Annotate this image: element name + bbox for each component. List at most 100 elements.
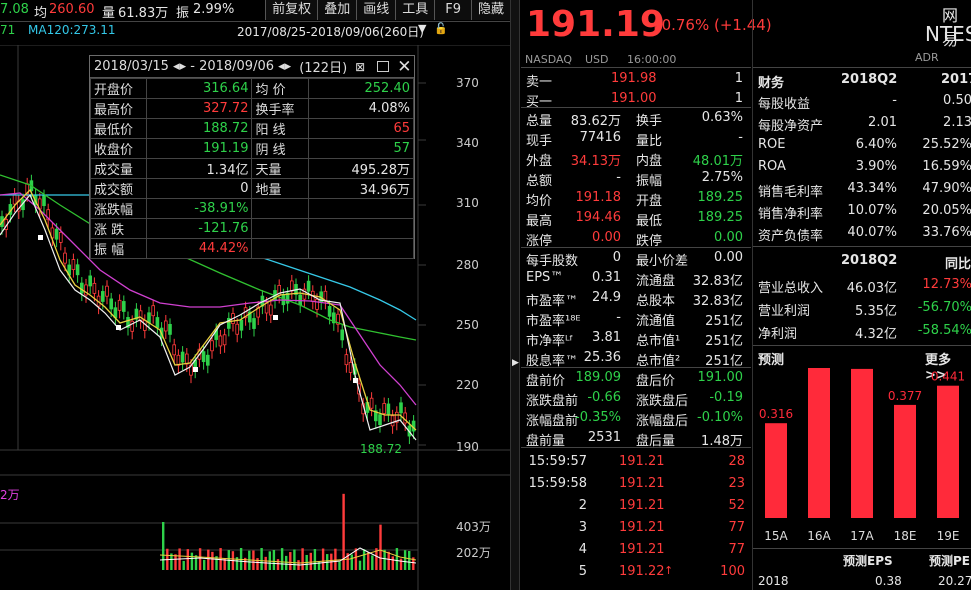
restore-icon[interactable] [377,61,390,72]
popup-value: 191.19 [146,138,253,159]
finance-label: ROA [758,159,786,174]
price-change: +0.76% (+1.44) [649,16,772,34]
adr-label: ADR [915,51,939,64]
popup-value: 1.34亿 [146,158,253,179]
candle-body [168,323,172,335]
candle-body [369,397,374,409]
adjust-price-button[interactable]: 前复权 [265,0,318,20]
popup-label: 涨 跌 [89,218,148,239]
volume-bar [375,548,378,570]
finance-label: 资产负债率 [758,229,824,244]
stat-value: 24.9 [592,290,621,305]
ma-indicator-line: 71 MA120:273.11 2017/08/25-2018/09/06(26… [0,22,510,39]
candle-body [344,354,349,366]
tick-time: 15:59:58 [528,476,587,491]
forecast-pe: 20.27 [938,574,971,588]
stat-value-2: 0.63% [701,110,743,125]
stat-row: 盘前量 2531 盘后量 1.48万 [521,428,749,449]
eps-category-label: 17A [850,529,874,543]
popup-label: 阴 线 [251,138,309,159]
popup-value: 252.40 [307,78,415,99]
ma-yellow-line [0,188,417,431]
close-icon[interactable]: ✕ [397,56,412,77]
finance-value-prev: 20.05% [922,203,971,218]
draw-line-button[interactable]: 画线 [356,0,396,20]
hide-button[interactable]: 隐藏 [470,0,510,20]
candle-body [109,298,114,310]
overlay-button[interactable]: 叠加 [317,0,357,20]
volume-bar [198,548,202,570]
candle-body [151,305,156,317]
tick-time: 15:59:57 [528,454,587,469]
forecast-more-link[interactable]: 更多>> [925,353,952,383]
finance-header-label: 财务 [758,76,785,91]
finance-row: 每股净资产 2.01 2.13 [753,112,971,134]
candle-body [134,308,139,320]
candle-body [289,280,294,292]
candle-body [378,414,382,426]
stat-label: 涨跌盘前 [526,394,579,409]
lock-icon[interactable]: 🔓 [434,22,448,35]
eps-bar [808,368,830,518]
avg-label: 均 [34,6,48,21]
popup-value: 495.28万 [307,158,415,179]
popup-row: 成交量 1.34亿 天量 495.28万 [89,158,415,179]
popup-date-range[interactable]: 2018/03/15 ◂▸ - 2018/09/06 ◂▸ [94,59,292,74]
ticker: NTES [925,22,971,46]
tick-row: 15:59:58 191.21 23 [521,474,749,496]
finance-value: 40.07% [847,225,897,240]
open-value-fragment: 7.08 [0,2,29,17]
candle-body [130,320,135,332]
finance-yoy: -58.54% [917,323,971,338]
popup-days: (122日) [299,61,348,76]
stat-label: 市盈率™ [526,294,579,309]
book-price: 191.98 [611,71,657,86]
candle-body [285,292,290,304]
stat-label: 均价 [526,194,553,209]
popup-row: 涨 跌 -121.76 [89,218,415,239]
popup-row: 涨跌幅 -38.91% [89,198,415,219]
popup-value: -38.91% [146,198,253,219]
event-marker [273,315,278,320]
export-icon[interactable]: ⊠ [355,59,366,74]
candle-body [382,403,386,414]
panel-splitter[interactable]: ▶ [510,0,520,590]
finance-header2-q2: 2018Q2 [841,253,898,268]
candle-body [155,317,160,328]
candle-body [331,312,336,324]
stat-row: 总量 83.62万 换手 0.63% [521,108,749,129]
candle-body [54,228,59,240]
stat-value: - [616,310,621,325]
candle-body [327,305,332,317]
f9-button[interactable]: F9 [434,0,471,20]
candle-body [239,319,244,331]
eps-bar [894,404,916,518]
expand-arrow-icon[interactable]: ▶ [512,358,519,368]
tools-button[interactable]: 工具 [395,0,435,20]
volume-bar [387,551,390,570]
finance-row: 资产负债率 40.07% 33.76% [753,222,971,244]
stat-label-2: 量比 [636,134,663,149]
finance-value: 43.34% [847,181,897,196]
candle-body [75,264,80,276]
currency: USD [585,53,609,66]
stat-value: -0.35% [575,410,621,425]
finance-value: 46.03亿 [846,281,897,296]
candle-body [226,317,231,329]
tick-time: 5 [578,564,587,579]
volume-bar [391,556,394,570]
price-tick-250: 250 [456,318,479,332]
stat-value: 189.09 [575,370,622,385]
candle-body [122,301,126,312]
candle-body [80,282,84,294]
finance-row: ROA 3.90% 16.59% [753,156,971,178]
kline-chart[interactable] [0,45,510,590]
stat-row: 市盈率™ 24.9 总股本 32.83亿 [521,288,749,309]
volume-bar [235,557,239,570]
popup-label: 开盘价 [89,78,148,99]
last-price: 191.19 [526,4,665,45]
popup-value: 0 [146,178,253,199]
range-dropdown-icon[interactable]: ▼ [418,22,427,35]
candle-body [306,280,311,292]
popup-row: 振 幅 44.42% [89,238,415,259]
